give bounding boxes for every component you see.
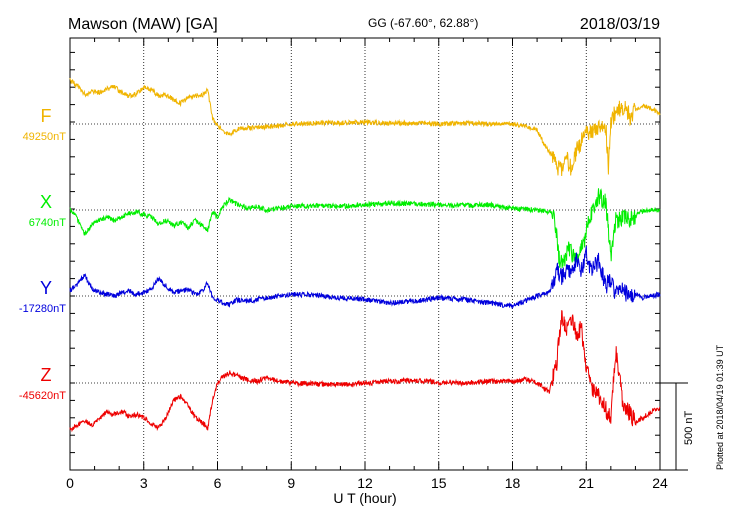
coordinates-label: GG (-67.60°, 62.88°)	[368, 16, 478, 30]
plotted-timestamp: Plotted at 2018/04/19 01:39 UT	[715, 344, 725, 470]
series-name-y: Y	[40, 278, 52, 298]
x-tick-label: 21	[578, 475, 594, 491]
series-baseline-y: -17280nT	[19, 303, 66, 315]
x-tick-label: 6	[214, 475, 222, 491]
x-tick-labels: 0 3 6 9 12 15 18 21 24	[66, 475, 668, 491]
x-tick-label: 0	[66, 475, 74, 491]
series-line-y	[69, 245, 661, 309]
x-tick-label: 3	[140, 475, 148, 491]
series-baseline-z: -45620nT	[19, 390, 66, 402]
series-line-f	[69, 77, 661, 177]
x-tick-label: 15	[431, 475, 447, 491]
series-name-x: X	[40, 192, 52, 212]
series-lines	[69, 77, 661, 433]
series-baseline-x: 6740nT	[29, 217, 67, 229]
series-labels: F 49250nT X 6740nT Y -17280nT Z -45620nT	[19, 106, 66, 402]
x-tick-label: 9	[287, 475, 295, 491]
x-tick-label: 12	[357, 475, 373, 491]
x-tick-label: 24	[652, 475, 668, 491]
series-name-z: Z	[41, 365, 52, 385]
scale-bar-label: 500 nT	[683, 410, 695, 445]
axis-ticks	[69, 38, 661, 471]
x-axis-label: U T (hour)	[333, 490, 396, 506]
date-label: 2018/03/19	[580, 16, 660, 33]
series-name-f: F	[41, 106, 52, 126]
series-baseline-f: 49250nT	[23, 131, 67, 143]
series-line-x	[69, 188, 661, 269]
x-tick-label: 18	[505, 475, 521, 491]
scale-bar: 500 nT	[660, 382, 695, 471]
station-title: Mawson (MAW) [GA]	[68, 16, 218, 33]
series-line-z	[69, 310, 661, 433]
